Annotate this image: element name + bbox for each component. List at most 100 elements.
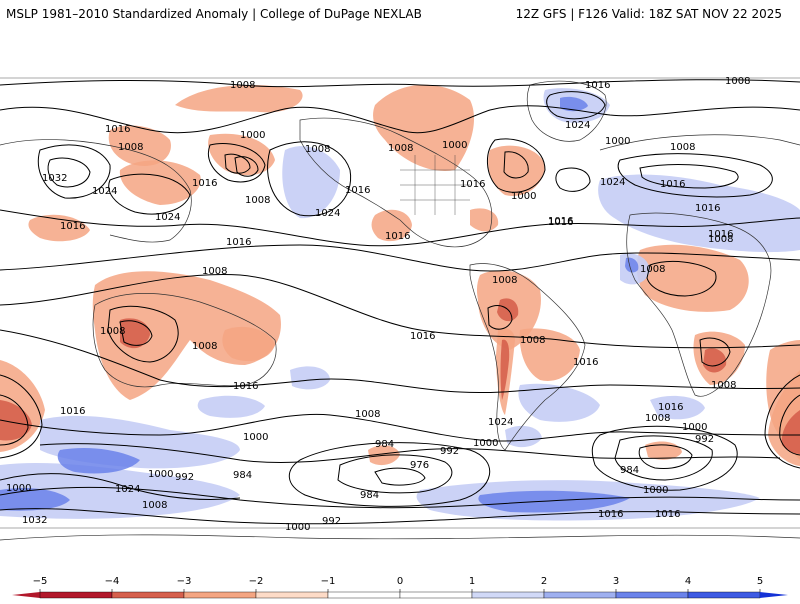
isobar-antarctic-3: [0, 473, 241, 500]
colorbar-left-arrow: [12, 592, 40, 598]
isobar-siberia-1: [108, 173, 191, 215]
isobar-australia-inner: [119, 320, 153, 346]
isobar-label: 1000: [605, 136, 630, 147]
isobar-label: 1000: [6, 483, 31, 494]
isobar-label: 1024: [565, 120, 590, 131]
isobar-label: 1016: [192, 178, 217, 189]
model-run-info: 12Z GFS | F126 Valid: 18Z SAT NOV 22 202…: [515, 7, 782, 21]
anomaly-core-australia: [120, 318, 150, 349]
isobar-label: 1000: [682, 422, 707, 433]
outline-north-america: [299, 117, 493, 248]
isobar-label: 1016: [226, 237, 251, 248]
anomaly-core-south-africa: [703, 348, 727, 373]
isobar-label: 1024: [315, 208, 340, 219]
anomaly-core-chile: [500, 339, 510, 400]
isobar-label: 1024: [488, 417, 513, 428]
colorbar-tick-label: 3: [613, 576, 619, 587]
isobar-label: 1008: [202, 266, 227, 277]
colorbar-segment: [255, 591, 329, 599]
map-panel[interactable]: 1008 1016 1008 1032 1024 1016 1000 1008 …: [0, 40, 800, 580]
isobar-label: 1016: [598, 509, 623, 520]
isobar-north-2: [0, 105, 800, 134]
isobar-aleutian-2: [224, 153, 251, 174]
isobar-east-asia-2: [47, 157, 91, 188]
anomaly-core-greenland: [560, 96, 588, 112]
isobar-label: 1016: [233, 381, 258, 392]
isobar-atlantic-low-1: [487, 138, 546, 193]
anomaly-gulf-mexico: [371, 209, 412, 242]
isobar-label: 1016: [573, 357, 598, 368]
isobar-west-sa-low: [0, 374, 43, 459]
isobar-label: 1016: [105, 124, 130, 135]
isobar-label: 1008: [640, 264, 665, 275]
isobar-label: 984: [233, 470, 252, 481]
isobar-label: 1024: [92, 186, 117, 197]
isobar-label: 1016: [548, 216, 573, 227]
anomaly-core-antarctic-west: [57, 448, 141, 474]
colorbar-tick-label: −5: [33, 576, 48, 587]
anomaly-east-asia: [119, 160, 201, 205]
anomaly-brazil-east: [519, 328, 580, 381]
isobar-southern-low-2: [337, 454, 453, 494]
isobar-greenland-high: [546, 91, 606, 120]
isobar-southern-1: [0, 329, 800, 394]
isobar-label: 1000: [243, 432, 268, 443]
anomaly-north-pacific: [208, 133, 275, 176]
isobar-label: 1000: [148, 469, 173, 480]
isobar-aleutian-1: [207, 143, 266, 183]
isobar-label: 984: [375, 439, 394, 450]
isobar-label: 992: [695, 434, 714, 445]
isobar-west-sa-low-inner: [0, 394, 29, 446]
anomaly-core-southern-ocean-west: [0, 400, 32, 441]
anomaly-bering: [108, 125, 171, 166]
strong-negative-anomaly-cores: [0, 96, 639, 513]
isobar-europe-2: [639, 164, 739, 189]
isobar-labels: 1008 1016 1008 1032 1024 1016 1000 1008 …: [6, 76, 750, 533]
isobar-east-asia-1: [37, 144, 111, 199]
colorbar-tick-label: −1: [321, 576, 336, 587]
isobar-label: 1016: [658, 402, 683, 413]
isobar-label: 1016: [385, 231, 410, 242]
colorbar-segment: [687, 591, 761, 599]
anomaly-north-atlantic: [175, 85, 303, 113]
isobar-label: 984: [360, 490, 379, 501]
isobar-tropics-1: [0, 244, 800, 272]
anomaly-core-southern-ocean-east: [781, 410, 800, 454]
outline-antarctica: [0, 534, 800, 541]
colorbar-segment: [543, 591, 617, 599]
isobar-iceland: [555, 167, 591, 192]
isobar-label: 1016: [60, 406, 85, 417]
isobar-label: 1008: [708, 234, 733, 245]
isobar-antarctic-2: [0, 508, 800, 525]
outline-europe-asia: [0, 134, 800, 243]
colorbar-segment: [39, 591, 113, 599]
continent-outlines: [0, 80, 800, 541]
isobar-indian-low-1: [591, 425, 738, 491]
isobar-label: 1008: [645, 413, 670, 424]
isobar-southern-2: [0, 413, 800, 442]
isobar-southern-3: [39, 443, 781, 464]
isobar-indian-low-2: [614, 435, 713, 481]
isobar-label: 1024: [155, 212, 180, 223]
isobar-label: 1032: [22, 515, 47, 526]
isobar-label: 1000: [285, 522, 310, 533]
isobar-label: 992: [322, 516, 341, 527]
colorbar-segment: [327, 591, 401, 599]
isobar-label: 984: [620, 465, 639, 476]
isobar-antarctic-1: [0, 486, 800, 509]
isobar-mid-lat-1: [0, 209, 800, 247]
isobar-label: 1008: [670, 142, 695, 153]
isobar-label: 1032: [42, 173, 67, 184]
isobars: [0, 79, 800, 525]
colorbar-tick-label: 0: [397, 576, 403, 587]
isobar-label: 1016: [410, 331, 435, 342]
isobar-pacific-high: [267, 141, 352, 217]
anomaly-coral-sea: [222, 326, 275, 362]
isobar-label: 1016: [548, 217, 573, 228]
outline-south-america: [469, 263, 586, 451]
colorbar-tick-label: 5: [757, 576, 763, 587]
chart-title: MSLP 1981–2010 Standardized Anomaly | Co…: [6, 7, 422, 21]
positive-anomaly-areas: [0, 84, 800, 466]
isobar-label: 1008: [492, 275, 517, 286]
isobar-southern-low-3: [374, 467, 426, 486]
